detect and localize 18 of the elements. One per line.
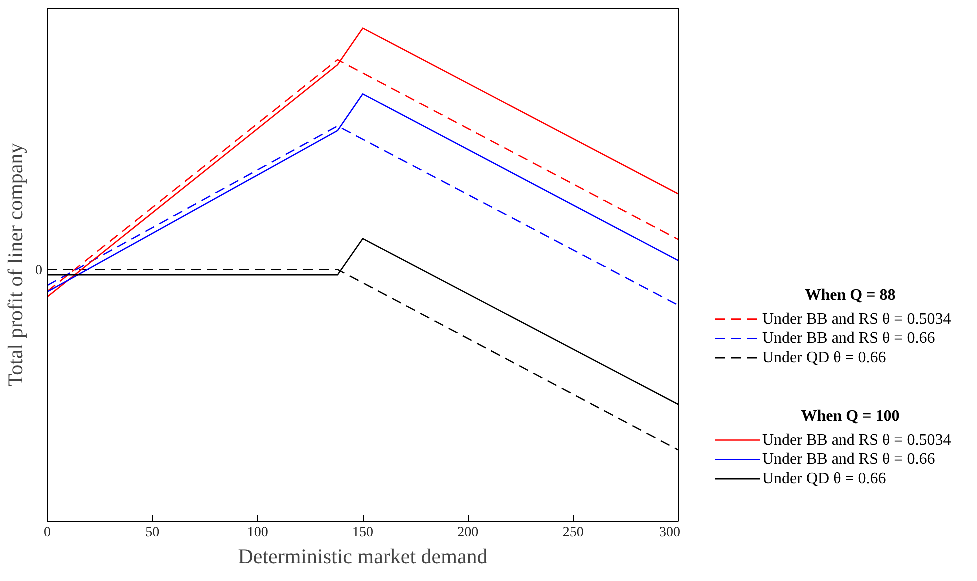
x-tick-label: 250 [562,526,584,540]
text: When Q = 100 [801,408,900,425]
legend-label: Under BB and RS θ = 0.5034 [762,432,952,449]
legend-label: Under BB and RS θ = 0.5034 [762,310,952,328]
legend-label: Under BB and RS θ = 0.66 [762,330,936,348]
text: When Q = 88 [805,286,896,304]
legend-label: Under QD θ = 0.66 [762,470,886,488]
x-tick-label: 100 [247,526,268,540]
x-tick-label: 300 [660,526,680,540]
text: 0 [36,264,42,279]
x-tick-label: 150 [352,526,374,540]
x-axis-title: Deterministic market demand [238,544,488,568]
legend-label: Under QD θ = 0.66 [762,350,886,367]
legend-label: Under BB and RS θ = 0.66 [762,451,936,468]
x-tick-label: 0 [44,526,51,540]
x-tick-label: 50 [146,526,160,540]
y-axis-title: Total profit of liner company [4,142,28,387]
x-tick-label: 200 [458,526,479,540]
